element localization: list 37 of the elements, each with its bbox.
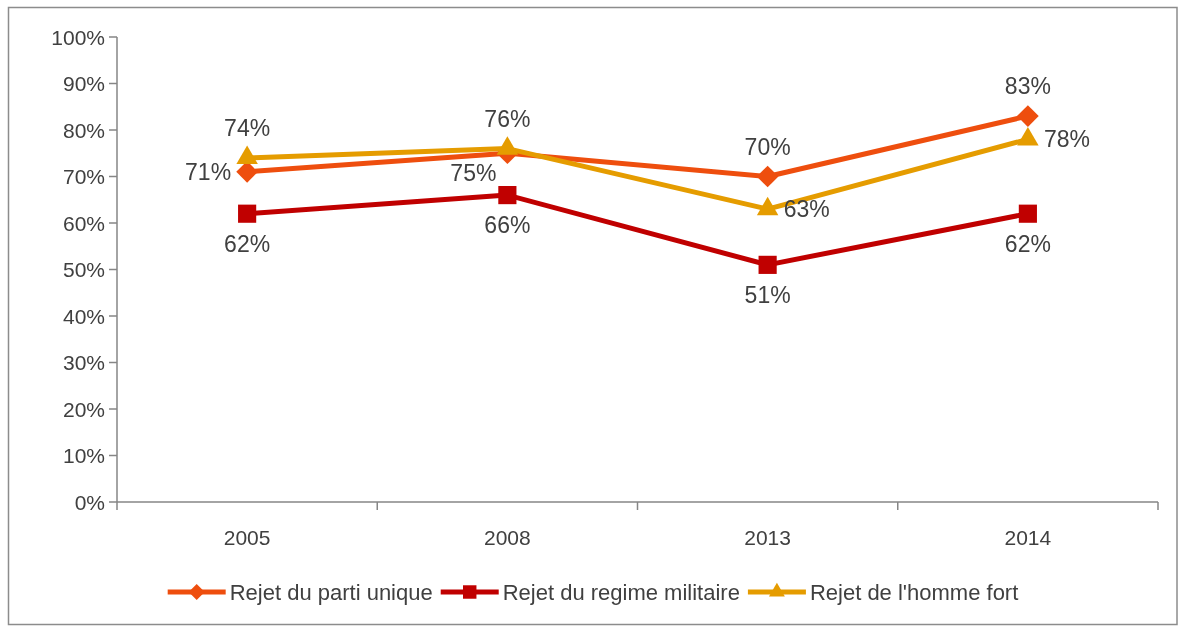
y-tick-label: 70%	[62, 165, 105, 188]
y-tick-label: 10%	[62, 444, 105, 467]
point	[756, 165, 779, 188]
data-label: 66%	[484, 212, 531, 239]
y-tick-label: 100%	[51, 25, 105, 49]
legend-label: Rejet du parti unique	[229, 579, 433, 605]
data-label: 63%	[783, 196, 830, 223]
x-tick-label: 2013	[744, 525, 791, 549]
y-tick-label: 60%	[62, 211, 105, 235]
data-label: 75%	[450, 160, 497, 187]
point	[498, 186, 517, 205]
data-label: 70%	[744, 133, 791, 160]
data-label: 62%	[224, 230, 271, 257]
x-tick-label: 2014	[1004, 525, 1052, 549]
y-tick-label: 80%	[62, 118, 105, 142]
data-label: 78%	[1043, 126, 1090, 153]
y-tick-label: 40%	[62, 304, 105, 328]
point	[758, 255, 777, 274]
data-label: 71%	[185, 158, 232, 185]
point	[238, 204, 257, 223]
data-label: 83%	[1004, 73, 1051, 100]
legend-label: Rejet de l'homme fort	[809, 579, 1019, 605]
point	[1018, 204, 1037, 223]
y-tick-label: 20%	[62, 397, 105, 421]
point	[236, 161, 258, 183]
y-tick-label: 50%	[62, 258, 105, 281]
y-tick-label: 0%	[74, 490, 105, 514]
x-tick-label: 2008	[484, 525, 531, 549]
y-tick-label: 90%	[62, 72, 105, 95]
point	[1017, 105, 1039, 127]
legend-label: Rejet du regime militaire	[502, 579, 740, 605]
x-tick-label: 2005	[223, 525, 271, 549]
y-tick-label: 30%	[62, 351, 105, 374]
data-label: 51%	[744, 281, 791, 308]
data-label: 76%	[484, 105, 531, 132]
data-label: 74%	[224, 114, 271, 141]
data-label: 62%	[1004, 230, 1051, 257]
